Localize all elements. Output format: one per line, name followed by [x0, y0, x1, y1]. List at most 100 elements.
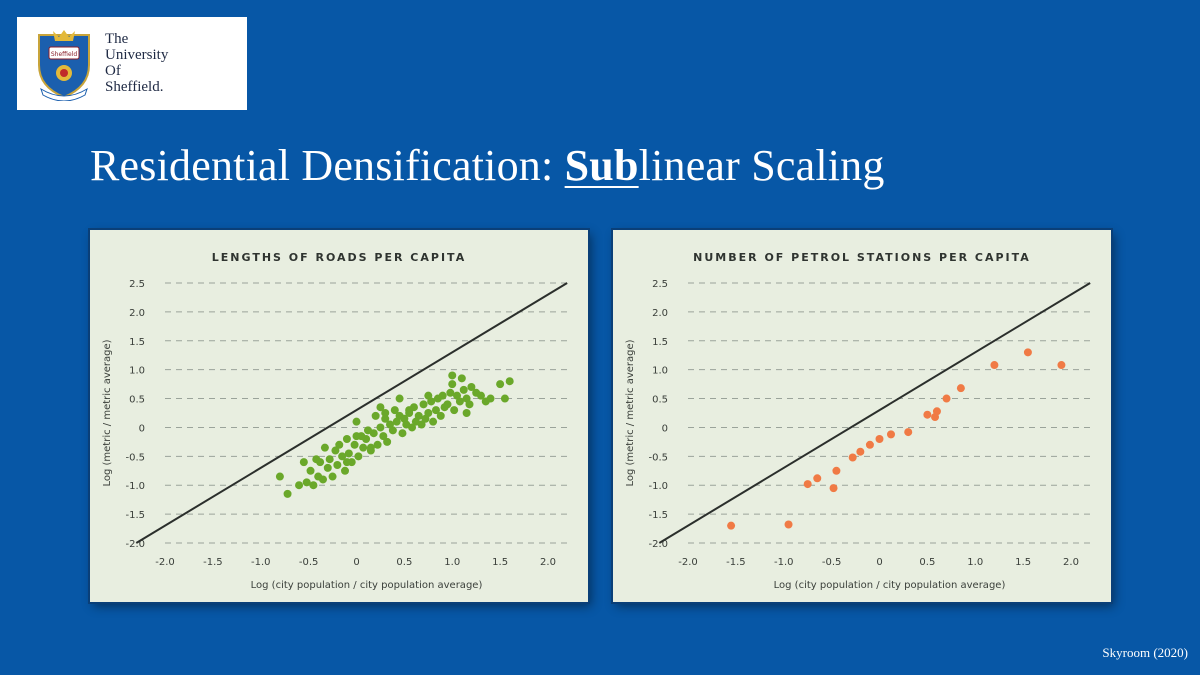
data-point	[381, 414, 390, 423]
data-point	[331, 446, 340, 455]
data-point	[443, 400, 452, 409]
y-tick-label: -1.5	[125, 510, 145, 521]
x-tick-label: 1.0	[967, 557, 983, 568]
data-point	[462, 409, 471, 417]
data-point	[813, 474, 822, 483]
data-point	[341, 466, 350, 475]
data-point	[431, 406, 440, 415]
data-point	[388, 426, 397, 435]
x-tick-label: 2.0	[540, 557, 556, 568]
title-emphasis: Sub	[564, 141, 639, 190]
y-tick-label: 2.0	[652, 308, 668, 319]
x-tick-label: 1.0	[444, 557, 460, 568]
x-tick-label: 1.5	[492, 557, 508, 568]
data-point	[362, 435, 371, 443]
x-tick-label: -2.0	[155, 557, 175, 568]
y-tick-label: 0.5	[129, 395, 145, 406]
data-point	[803, 480, 812, 489]
data-point	[369, 429, 378, 438]
y-tick-label: -1.0	[648, 481, 668, 492]
data-point	[309, 481, 318, 490]
data-point	[875, 435, 884, 443]
roads-scatter-chart: LENGTHS OF ROADS PER CAPITA 2.5 2.0 1.5 1.0 0…	[102, 251, 568, 591]
data-point	[395, 394, 404, 403]
data-point	[344, 449, 353, 458]
logo-line: Of	[105, 63, 121, 79]
y-tick-label: -0.5	[648, 452, 668, 463]
y-tick-label: -1.0	[125, 481, 145, 492]
y-tick-label: 1.0	[652, 366, 668, 377]
data-point	[848, 453, 857, 462]
data-point	[373, 440, 382, 449]
data-point	[429, 417, 438, 426]
data-point	[467, 383, 476, 391]
title-suffix: linear Scaling	[638, 141, 885, 190]
data-point	[457, 374, 466, 383]
data-point	[832, 466, 841, 475]
y-tick-label: 1.0	[129, 366, 145, 377]
crest-icon: Sheffield	[38, 30, 90, 101]
data-point	[436, 411, 445, 420]
data-point	[455, 397, 464, 406]
x-tick-label: -1.0	[774, 557, 794, 568]
x-axis-label: Log (city population / city population a…	[251, 580, 483, 591]
data-point	[325, 455, 334, 464]
data-point	[376, 403, 385, 412]
logo-wordmark: The University Of Sheffield.	[105, 31, 168, 95]
x-tick-label: -1.5	[203, 557, 223, 568]
university-logo: Sheffield The University Of Sheffield.	[17, 17, 247, 110]
data-point	[275, 472, 284, 481]
y-tick-label: -1.5	[648, 510, 668, 521]
y-tick-label: 2.5	[129, 279, 145, 290]
data-point	[419, 400, 428, 409]
data-point	[352, 432, 361, 441]
logo-line: Sheffield.	[105, 79, 164, 95]
data-point	[338, 452, 347, 461]
data-point	[448, 380, 457, 389]
data-point	[352, 417, 361, 426]
data-point	[438, 391, 447, 400]
data-point	[359, 443, 368, 452]
petrol-scatter-chart: NUMBER OF PETROL STATIONS PER CAPITA 2.5 2…	[625, 251, 1091, 591]
data-point	[414, 411, 423, 420]
data-point	[865, 440, 874, 449]
data-point	[459, 385, 468, 394]
data-point	[417, 420, 426, 429]
data-point	[904, 428, 913, 437]
data-point	[990, 361, 999, 370]
y-tick-label: -2.0	[648, 539, 668, 550]
data-point	[376, 423, 385, 432]
data-point	[366, 443, 375, 452]
y-tick-label: 0	[662, 423, 668, 434]
data-point	[316, 458, 325, 467]
data-point	[496, 380, 505, 389]
data-point	[390, 406, 399, 415]
data-point	[335, 440, 344, 449]
x-tick-label: 1.5	[1015, 557, 1031, 568]
data-point	[486, 394, 495, 403]
y-axis-label: Log (metric / metric average)	[102, 339, 113, 486]
data-point	[784, 520, 793, 529]
y-axis-label: Log (metric / metric average)	[625, 339, 636, 486]
data-point	[302, 478, 311, 487]
crest-text: Sheffield	[51, 51, 77, 58]
data-point	[923, 410, 932, 419]
data-point	[405, 406, 414, 415]
data-point	[323, 463, 332, 472]
data-point	[283, 489, 292, 498]
x-tick-label: 0.5	[396, 557, 412, 568]
reference-line	[135, 282, 568, 544]
chart-panel-roads: LENGTHS OF ROADS PER CAPITA 2.5 2.0 1.5 1.0 0…	[90, 230, 588, 602]
data-point	[342, 435, 351, 443]
x-tick-label: -2.0	[678, 557, 698, 568]
y-tick-label: -2.0	[125, 539, 145, 550]
data-point	[886, 430, 895, 439]
data-point	[424, 391, 433, 400]
data-point	[856, 447, 865, 456]
x-tick-label: 0.5	[919, 557, 935, 568]
data-point	[1057, 361, 1066, 370]
y-tick-label: 1.5	[129, 337, 145, 348]
y-tick-label: 0.5	[652, 395, 668, 406]
data-point	[446, 388, 455, 397]
y-tick-label: 1.5	[652, 337, 668, 348]
